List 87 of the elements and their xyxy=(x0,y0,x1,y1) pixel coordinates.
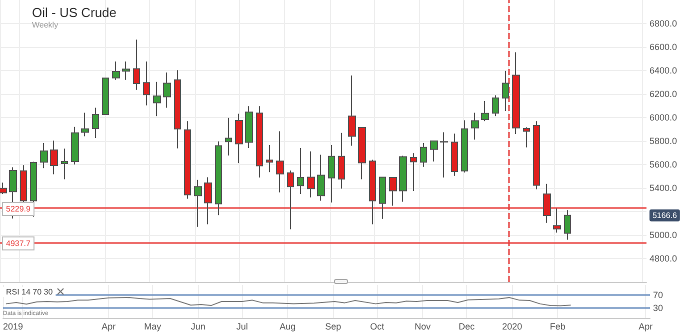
x-tick-label: Sep xyxy=(325,322,342,332)
candlestick xyxy=(553,208,561,234)
candlestick xyxy=(492,94,499,117)
candlestick xyxy=(184,120,191,200)
text: 5166.6 xyxy=(652,210,678,220)
chart-title: RSI 14 70 30 xyxy=(6,288,54,296)
x-tick-label: Apr xyxy=(638,322,653,332)
candlestick xyxy=(112,60,120,80)
candlestick xyxy=(30,161,37,218)
candlestick xyxy=(307,150,315,198)
candlestick xyxy=(245,106,253,149)
candlestick xyxy=(122,60,130,80)
x-tick-label: Feb xyxy=(550,322,566,332)
candlestick xyxy=(338,132,345,190)
candlestick xyxy=(451,133,458,176)
candlestick xyxy=(430,140,438,162)
candlestick xyxy=(50,140,58,175)
candlestick xyxy=(533,120,540,190)
candlestick xyxy=(235,113,243,164)
candlestick xyxy=(317,154,325,202)
candlestick xyxy=(512,52,520,134)
candlestick xyxy=(481,100,489,122)
x-tick-label: May xyxy=(144,322,162,332)
x-tick-label: Nov xyxy=(414,322,432,332)
y-tick-label: 5000.0 xyxy=(649,230,678,240)
y-tick-label: 6800.0 xyxy=(649,18,678,28)
y-tick-label: 30 xyxy=(653,303,664,314)
candlestick xyxy=(410,152,417,192)
x-tick-label: 2019 xyxy=(3,322,24,332)
candlestick xyxy=(564,210,571,240)
candlestick xyxy=(40,142,48,169)
candlestick xyxy=(143,60,150,106)
candlestick xyxy=(153,81,161,117)
candlestick xyxy=(358,126,366,180)
candlestick xyxy=(163,72,171,108)
candlestick xyxy=(328,144,335,203)
candlestick xyxy=(523,126,530,148)
candlestick xyxy=(174,70,181,149)
candlestick xyxy=(61,148,68,180)
chart-title: Oil - US Crude xyxy=(32,5,117,20)
candlestick xyxy=(266,144,273,173)
candlestick xyxy=(225,117,232,156)
candlestick xyxy=(215,140,222,216)
x-tick-label: 2020 xyxy=(502,322,522,332)
y-tick-label: 4800.0 xyxy=(649,254,678,264)
candlestick xyxy=(102,78,109,115)
text: Weekly xyxy=(32,20,58,30)
y-tick-label: 5800.0 xyxy=(649,136,678,146)
x-tick-label: Oct xyxy=(370,322,385,332)
candlestick xyxy=(348,75,356,146)
y-tick-label: 70 xyxy=(653,290,664,300)
candlestick xyxy=(20,164,27,204)
candlestick xyxy=(71,126,79,165)
candlestick xyxy=(81,112,89,137)
candlestick xyxy=(287,170,294,230)
candlestick xyxy=(543,183,551,224)
candlestick xyxy=(194,179,202,228)
candlestick xyxy=(369,159,376,225)
candlestick xyxy=(389,177,397,206)
ref-line-label: 5229.9 xyxy=(6,204,32,214)
y-tick-label: 5600.0 xyxy=(649,160,678,170)
candlestick xyxy=(297,148,304,194)
y-tick-label: 6200.0 xyxy=(649,89,678,99)
x-tick-label: Dec xyxy=(458,322,476,332)
candlestick xyxy=(379,176,386,220)
candlestick xyxy=(92,107,99,138)
line-series xyxy=(5,297,572,306)
candlestick xyxy=(256,106,263,178)
y-tick-label: 6400.0 xyxy=(649,66,678,76)
candlestick xyxy=(133,39,140,90)
x-tick-label: Apr xyxy=(102,322,116,332)
ref-line-label: 4937.7 xyxy=(6,238,32,248)
candlestick xyxy=(502,70,509,112)
y-tick-label: 6600.0 xyxy=(649,42,678,52)
x-tick-label: Jun xyxy=(190,322,206,332)
x-tick-label: Jul xyxy=(236,322,248,332)
y-tick-label: 6000.0 xyxy=(649,112,678,122)
candlestick xyxy=(471,112,479,140)
candlestick xyxy=(440,132,448,178)
candlestick xyxy=(420,142,427,168)
candlestick xyxy=(461,120,468,173)
y-tick-label: 5400.0 xyxy=(649,183,678,193)
x-tick-label: Aug xyxy=(280,322,296,332)
candlestick xyxy=(399,155,407,202)
candlestick xyxy=(276,130,284,193)
candlestick xyxy=(0,182,7,194)
candlestick xyxy=(204,176,212,225)
